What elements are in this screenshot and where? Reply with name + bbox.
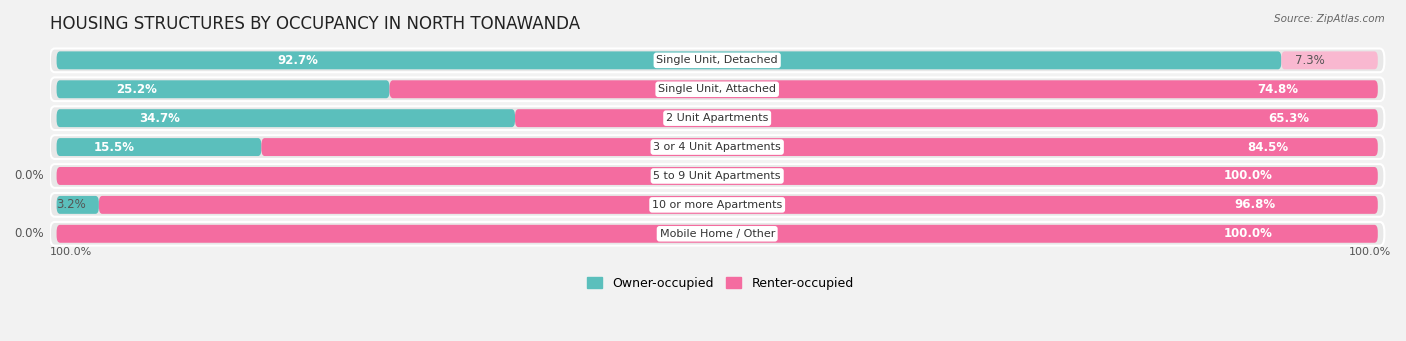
FancyBboxPatch shape [515,109,1378,127]
FancyBboxPatch shape [51,48,1385,72]
Legend: Owner-occupied, Renter-occupied: Owner-occupied, Renter-occupied [582,272,859,295]
Text: 34.7%: 34.7% [139,112,180,125]
Text: 2 Unit Apartments: 2 Unit Apartments [666,113,769,123]
FancyBboxPatch shape [98,196,1378,214]
Text: 0.0%: 0.0% [14,169,44,182]
Text: 15.5%: 15.5% [93,140,135,153]
Text: 10 or more Apartments: 10 or more Apartments [652,200,782,210]
Text: 96.8%: 96.8% [1234,198,1275,211]
Text: 25.2%: 25.2% [117,83,157,96]
FancyBboxPatch shape [51,106,1385,130]
Text: 100.0%: 100.0% [1223,169,1272,182]
Text: Source: ZipAtlas.com: Source: ZipAtlas.com [1274,14,1385,24]
Text: 100.0%: 100.0% [1348,247,1391,257]
FancyBboxPatch shape [56,225,1378,243]
FancyBboxPatch shape [51,222,1385,246]
Text: Mobile Home / Other: Mobile Home / Other [659,229,775,239]
FancyBboxPatch shape [56,138,262,156]
Text: 3.2%: 3.2% [56,198,86,211]
Text: HOUSING STRUCTURES BY OCCUPANCY IN NORTH TONAWANDA: HOUSING STRUCTURES BY OCCUPANCY IN NORTH… [51,15,581,33]
FancyBboxPatch shape [1281,51,1378,69]
FancyBboxPatch shape [51,193,1385,217]
FancyBboxPatch shape [51,77,1385,101]
Text: 65.3%: 65.3% [1268,112,1309,125]
FancyBboxPatch shape [56,109,515,127]
FancyBboxPatch shape [51,135,1385,159]
Text: Single Unit, Detached: Single Unit, Detached [657,55,778,65]
FancyBboxPatch shape [56,167,1378,185]
FancyBboxPatch shape [56,80,389,98]
FancyBboxPatch shape [56,51,1281,69]
FancyBboxPatch shape [389,80,1378,98]
FancyBboxPatch shape [262,138,1378,156]
Text: 5 to 9 Unit Apartments: 5 to 9 Unit Apartments [654,171,780,181]
Text: Single Unit, Attached: Single Unit, Attached [658,84,776,94]
FancyBboxPatch shape [51,164,1385,188]
Text: 100.0%: 100.0% [51,247,93,257]
Text: 84.5%: 84.5% [1247,140,1288,153]
FancyBboxPatch shape [56,196,98,214]
Text: 92.7%: 92.7% [277,54,318,67]
Text: 0.0%: 0.0% [14,227,44,240]
Text: 100.0%: 100.0% [1223,227,1272,240]
Text: 74.8%: 74.8% [1258,83,1299,96]
Text: 3 or 4 Unit Apartments: 3 or 4 Unit Apartments [654,142,782,152]
Text: 7.3%: 7.3% [1295,54,1324,67]
